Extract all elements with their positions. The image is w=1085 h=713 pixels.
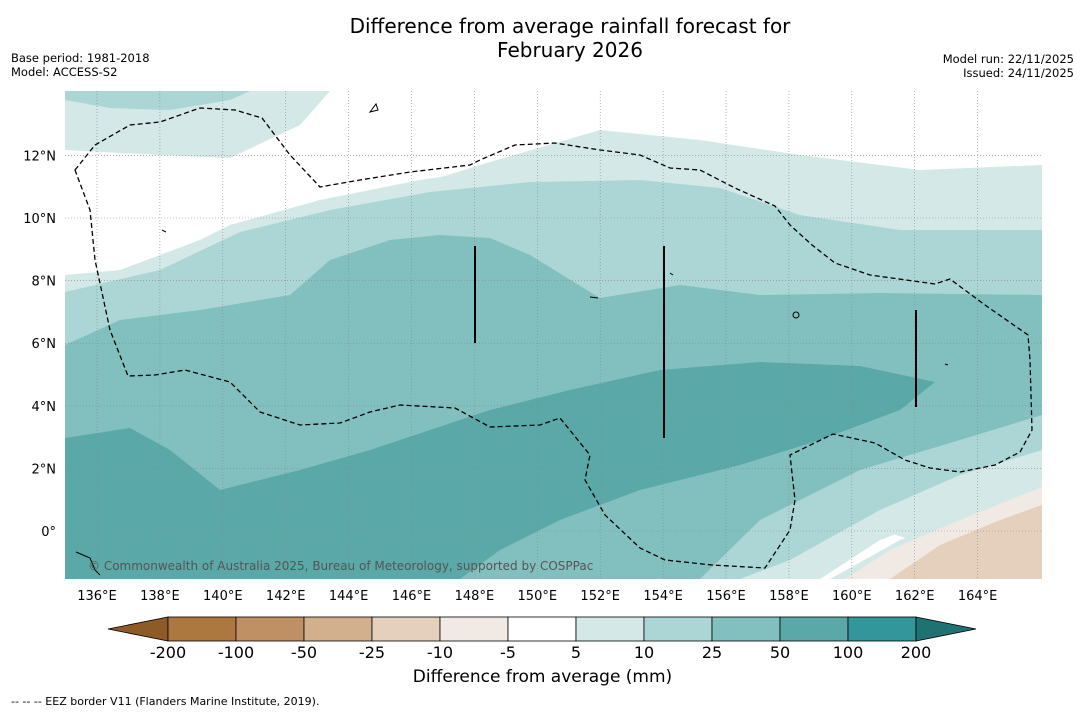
lon-label: 158°E <box>769 589 809 604</box>
model-run: Model run: 22/11/2025 <box>942 52 1074 66</box>
colorbar-tick-label: -100 <box>218 643 254 662</box>
band-100-200 <box>65 362 935 579</box>
lon-label: 138°E <box>140 589 180 604</box>
lon-label: 146°E <box>392 589 432 604</box>
colorbar-tick-label: 10 <box>634 643 654 662</box>
eez-border <box>74 107 1033 569</box>
colorbar-segment <box>235 616 305 642</box>
lon-label: 144°E <box>329 589 369 604</box>
graticule <box>65 91 1042 579</box>
colorbar: -200 -100 -50 -25 -10 -5 5 10 25 50 100 200 <box>107 616 977 662</box>
islands <box>75 102 949 576</box>
base-period: Base period: 1981-2018 <box>11 51 150 65</box>
colorbar-segment <box>303 616 373 642</box>
colorbar-segment <box>779 616 849 642</box>
lon-label: 140°E <box>203 589 243 604</box>
colorbar-extend-high <box>915 616 977 642</box>
colorbar-tick-label: -50 <box>291 643 317 662</box>
lon-label: 156°E <box>706 589 746 604</box>
contour-fill <box>65 91 1042 579</box>
colorbar-segment <box>643 616 713 642</box>
meta-right: Model run: 22/11/2025 Issued: 24/11/2025 <box>943 52 1074 80</box>
band-minus10 <box>890 505 1042 579</box>
colorbar-tick-label: 5 <box>571 643 581 662</box>
colorbar-extend-low <box>107 616 169 642</box>
copyright-text: © Commonwealth of Australia 2025, Bureau… <box>88 559 593 573</box>
lat-label: 8°N <box>32 275 57 290</box>
colorbar-tick-label: 200 <box>901 643 932 662</box>
band-neutral-north <box>65 91 1042 275</box>
model-name: Model: ACCESS-S2 <box>11 65 118 79</box>
marker-bars <box>474 246 917 438</box>
lat-label: 12°N <box>23 149 56 164</box>
colorbar-segment <box>507 616 577 642</box>
colorbar-tick-label: -200 <box>150 643 186 662</box>
colorbar-segment <box>847 616 917 642</box>
colorbar-tick-label: 100 <box>833 643 864 662</box>
title-line-1: Difference from average rainfall forecas… <box>349 14 791 38</box>
map-title: Difference from average rainfall forecas… <box>0 14 1085 62</box>
colorbar-tick-label: -25 <box>359 643 385 662</box>
band-25-north <box>65 91 250 110</box>
colorbar-title: Difference from average (mm) <box>412 667 673 687</box>
lon-label: 154°E <box>643 589 683 604</box>
latitude-labels: 12°N 10°N 8°N 6°N 4°N 2°N 0° <box>23 149 56 540</box>
issued-date: Issued: 24/11/2025 <box>963 66 1074 80</box>
colorbar-segment <box>439 616 509 642</box>
colorbar-segment <box>167 616 237 642</box>
longitude-labels: 136°E 138°E 140°E 142°E 144°E 146°E 148°E 150°E… <box>77 589 997 604</box>
lon-label: 162°E <box>895 589 935 604</box>
title-line-2: February 2026 <box>497 38 643 62</box>
lon-label: 136°E <box>77 589 117 604</box>
lat-label: 6°N <box>32 337 57 352</box>
lon-label: 164°E <box>958 589 998 604</box>
colorbar-tick-label: -10 <box>427 643 453 662</box>
lon-label: 142°E <box>266 589 306 604</box>
lon-label: 160°E <box>832 589 872 604</box>
colorbar-tick-label: 50 <box>770 643 790 662</box>
lon-label: 150°E <box>518 589 558 604</box>
colorbar-tick-label: 25 <box>702 643 722 662</box>
eez-footnote: -- -- -- EEZ border V11 (Flanders Marine… <box>11 695 320 708</box>
colorbar-segment <box>371 616 441 642</box>
lon-label: 152°E <box>580 589 620 604</box>
lat-label: 2°N <box>32 462 57 477</box>
lat-label: 0° <box>41 525 56 540</box>
colorbar-segment <box>711 616 781 642</box>
lat-label: 4°N <box>32 400 57 415</box>
lat-label: 10°N <box>23 212 56 227</box>
meta-left: Base period: 1981-2018 Model: ACCESS-S2 <box>11 51 150 79</box>
colorbar-tick-label: -5 <box>500 643 516 662</box>
lon-label: 148°E <box>455 589 495 604</box>
colorbar-segment <box>575 616 645 642</box>
